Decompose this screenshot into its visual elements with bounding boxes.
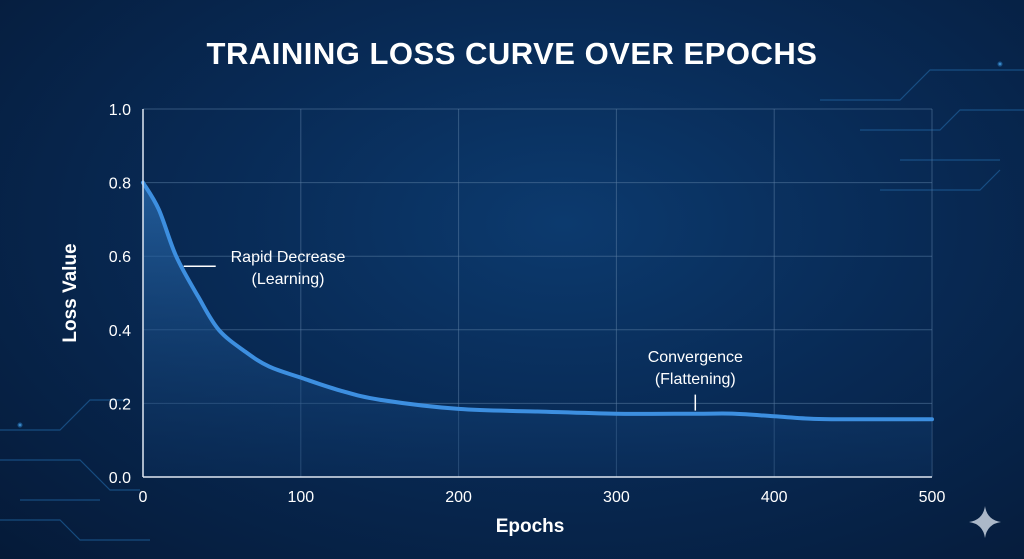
y-tick-label: 0.2 — [109, 396, 131, 413]
y-axis-label: Loss Value — [60, 243, 81, 342]
x-tick-label: 300 — [603, 489, 630, 506]
annotation-text: Rapid Decrease — [231, 249, 346, 266]
chart-title: TRAINING LOSS CURVE OVER EPOCHS — [206, 36, 818, 71]
y-tick-label: 0.4 — [109, 323, 131, 340]
x-tick-label: 0 — [139, 489, 148, 506]
x-tick-label: 100 — [287, 489, 314, 506]
y-tick-label: 1.0 — [109, 102, 131, 119]
loss-area-fill — [143, 182, 932, 477]
x-axis-label: Epochs — [496, 516, 565, 537]
x-tick-label: 500 — [919, 489, 946, 506]
annotation-text: Convergence — [648, 349, 743, 366]
x-tick-label: 400 — [761, 489, 788, 506]
y-tick-label: 0.8 — [109, 176, 131, 193]
y-tick-label: 0.0 — [109, 470, 131, 487]
annotation-text: (Flattening) — [655, 371, 736, 388]
circuit-decoration — [0, 61, 1024, 541]
x-tick-label: 200 — [445, 489, 472, 506]
y-tick-label: 0.6 — [109, 249, 131, 266]
annotation-text: (Learning) — [252, 271, 325, 288]
loss-curve-line — [141, 180, 934, 422]
sparkle-icon — [969, 506, 1001, 538]
